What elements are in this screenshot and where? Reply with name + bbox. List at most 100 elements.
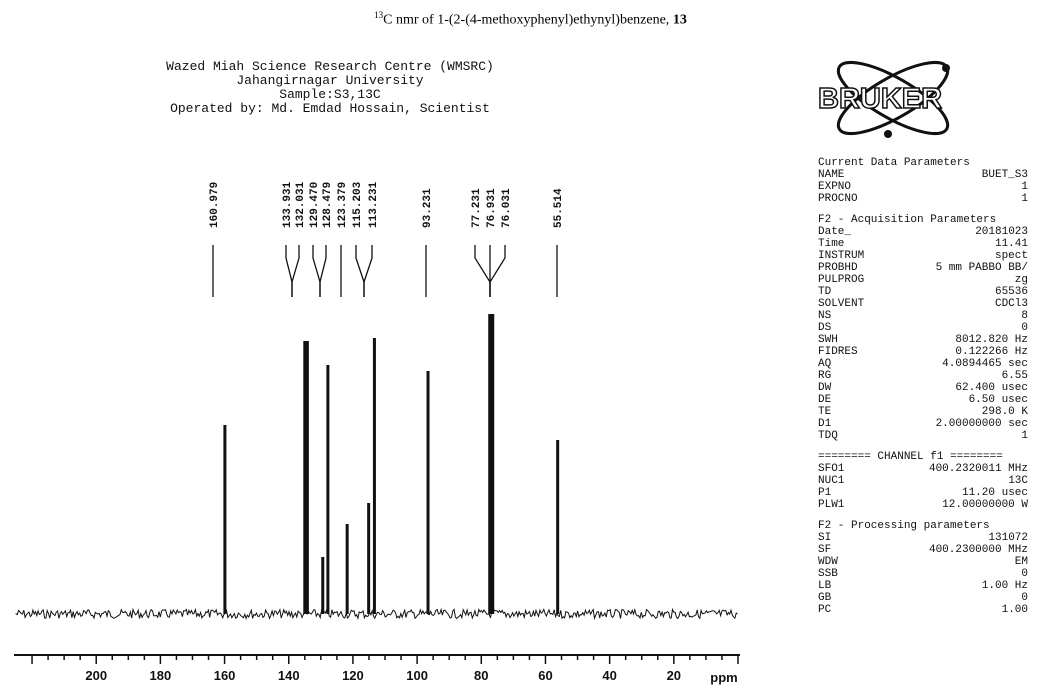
- param-key: INSTRUM: [818, 250, 865, 262]
- param-value: 20181023: [975, 226, 1028, 238]
- channel-f1-list: SFO1 400.2320011 MHz NUC1 13C P1 11.20 usec PL…: [818, 463, 1028, 511]
- param-key: DE: [818, 394, 832, 406]
- param-row: TD 65536: [818, 286, 1028, 298]
- header-line-university: Jahangirnagar University: [236, 73, 424, 88]
- param-key: SI: [818, 532, 832, 544]
- current-params-title: Current Data Parameters: [818, 157, 970, 169]
- param-key: Time: [818, 238, 845, 250]
- f2-processing-list: SI 131072 SF 400.2300000 MHz WDW EM SSB 0 LB 1.00…: [818, 532, 1028, 616]
- param-key: FIDRES: [818, 346, 858, 358]
- param-key: TE: [818, 406, 832, 418]
- param-key: P1: [818, 487, 832, 499]
- param-key: RG: [818, 370, 832, 382]
- param-value: BUET_S3: [981, 169, 1028, 181]
- param-row: EXPNO 1: [818, 181, 1028, 193]
- peak-label: 76.931: [486, 188, 498, 228]
- baseline-trace: [15, 607, 738, 621]
- caption-compound-number: 13: [672, 12, 687, 28]
- param-row: SFO1 400.2320011 MHz: [818, 463, 1028, 475]
- x-tick-label: 200: [85, 668, 107, 683]
- param-value: zg: [1014, 274, 1028, 286]
- peak-connector: [355, 245, 365, 297]
- param-row: PULPROG zg: [818, 274, 1028, 286]
- param-value: 0: [1021, 568, 1028, 580]
- f2-processing-title: F2 - Processing parameters: [818, 520, 990, 532]
- param-row: INSTRUM spect: [818, 250, 1028, 262]
- x-tick-label: 180: [150, 668, 172, 683]
- param-key: TDQ: [818, 430, 838, 442]
- param-row: SWH 8012.820 Hz: [818, 334, 1028, 346]
- peak-connector: [312, 245, 321, 297]
- param-row: DW 62.400 usec: [818, 382, 1028, 394]
- param-key: NUC1: [818, 475, 845, 487]
- param-value: EM: [1014, 556, 1028, 568]
- param-key: PC: [818, 604, 832, 616]
- param-key: D1: [818, 418, 832, 430]
- param-value: 400.2320011 MHz: [928, 463, 1028, 475]
- param-key: SOLVENT: [818, 298, 865, 310]
- param-key: SSB: [818, 568, 838, 580]
- x-tick-label: 20: [667, 668, 681, 683]
- spectrum-header: Wazed Miah Science Research Centre (WMSR…: [120, 60, 540, 116]
- param-value: 1.00 Hz: [981, 580, 1028, 592]
- param-key: NS: [818, 310, 832, 322]
- param-key: NAME: [818, 169, 845, 181]
- header-line-institute: Wazed Miah Science Research Centre (WMSR…: [166, 59, 494, 74]
- peak-connector: [291, 245, 300, 297]
- x-tick-label: 100: [406, 668, 428, 683]
- param-value: 1.00: [1001, 604, 1028, 616]
- f2-acquisition-title: F2 - Acquisition Parameters: [818, 214, 997, 226]
- x-tick-label: 60: [538, 668, 552, 683]
- param-row: PLW1 12.00000000 W: [818, 499, 1028, 511]
- current-params-list: NAME BUET_S3 EXPNO 1 PROCNO 1: [818, 169, 1028, 205]
- bruker-logo-text: BRUKER: [818, 83, 942, 115]
- param-row: SI 131072: [818, 532, 1028, 544]
- header-line-operator: Operated by: Md. Emdad Hossain, Scientis…: [170, 101, 490, 116]
- peak-connector-layer: [212, 245, 558, 297]
- param-row: SOLVENT CDCl3: [818, 298, 1028, 310]
- param-value: 65536: [994, 286, 1028, 298]
- param-value: 298.0 K: [981, 406, 1028, 418]
- baseline-noise: [15, 607, 738, 621]
- peak-label: 93.231: [422, 188, 434, 228]
- param-key: WDW: [818, 556, 838, 568]
- param-row: PROCNO 1: [818, 193, 1028, 205]
- peak-connector: [474, 245, 491, 297]
- param-key: GB: [818, 592, 832, 604]
- param-row: DS 0: [818, 322, 1028, 334]
- peak-label: 128.479: [322, 182, 334, 228]
- param-row: FIDRES 0.122266 Hz: [818, 346, 1028, 358]
- param-row: NS 8: [818, 310, 1028, 322]
- param-value: 13C: [1008, 475, 1028, 487]
- param-value: spect: [994, 250, 1028, 262]
- param-value: 400.2300000 MHz: [928, 544, 1028, 556]
- peak-label: 160.979: [209, 182, 221, 228]
- param-value: 5 mm PABBO BB/: [935, 262, 1028, 274]
- param-key: AQ: [818, 358, 832, 370]
- peak-label: 133.931: [282, 181, 294, 228]
- header-line-sample: Sample:S3,13C: [279, 87, 381, 102]
- peak-label: 123.379: [337, 182, 349, 228]
- param-key: PULPROG: [818, 274, 865, 286]
- param-value: 0: [1021, 322, 1028, 334]
- figure-caption: 13C nmr of 1-(2-(4-methoxyphenyl)ethynyl…: [0, 10, 1061, 29]
- param-value: CDCl3: [994, 298, 1028, 310]
- x-axis-label: ppm: [710, 670, 737, 685]
- param-row: D1 2.00000000 sec: [818, 418, 1028, 430]
- param-key: PLW1: [818, 499, 845, 511]
- peak-label: 55.514: [553, 188, 565, 228]
- param-row: TE 298.0 K: [818, 406, 1028, 418]
- x-tick-label: 120: [342, 668, 364, 683]
- param-value: 8: [1021, 310, 1028, 322]
- param-key: LB: [818, 580, 832, 592]
- param-row: Time 11.41: [818, 238, 1028, 250]
- peak-label: 132.031: [295, 181, 307, 228]
- param-value: 62.400 usec: [955, 382, 1028, 394]
- nmr-spectrum-chart: 160.979 133.931 132.031 129.470 128.479 123.3…: [14, 181, 740, 685]
- bruker-logo: BRUKER: [818, 60, 950, 138]
- param-row: GB 0: [818, 592, 1028, 604]
- param-value: 6.55: [1001, 370, 1028, 382]
- param-value: 8012.820 Hz: [955, 334, 1028, 346]
- peak-connector: [363, 245, 373, 297]
- param-row: SF 400.2300000 MHz: [818, 544, 1028, 556]
